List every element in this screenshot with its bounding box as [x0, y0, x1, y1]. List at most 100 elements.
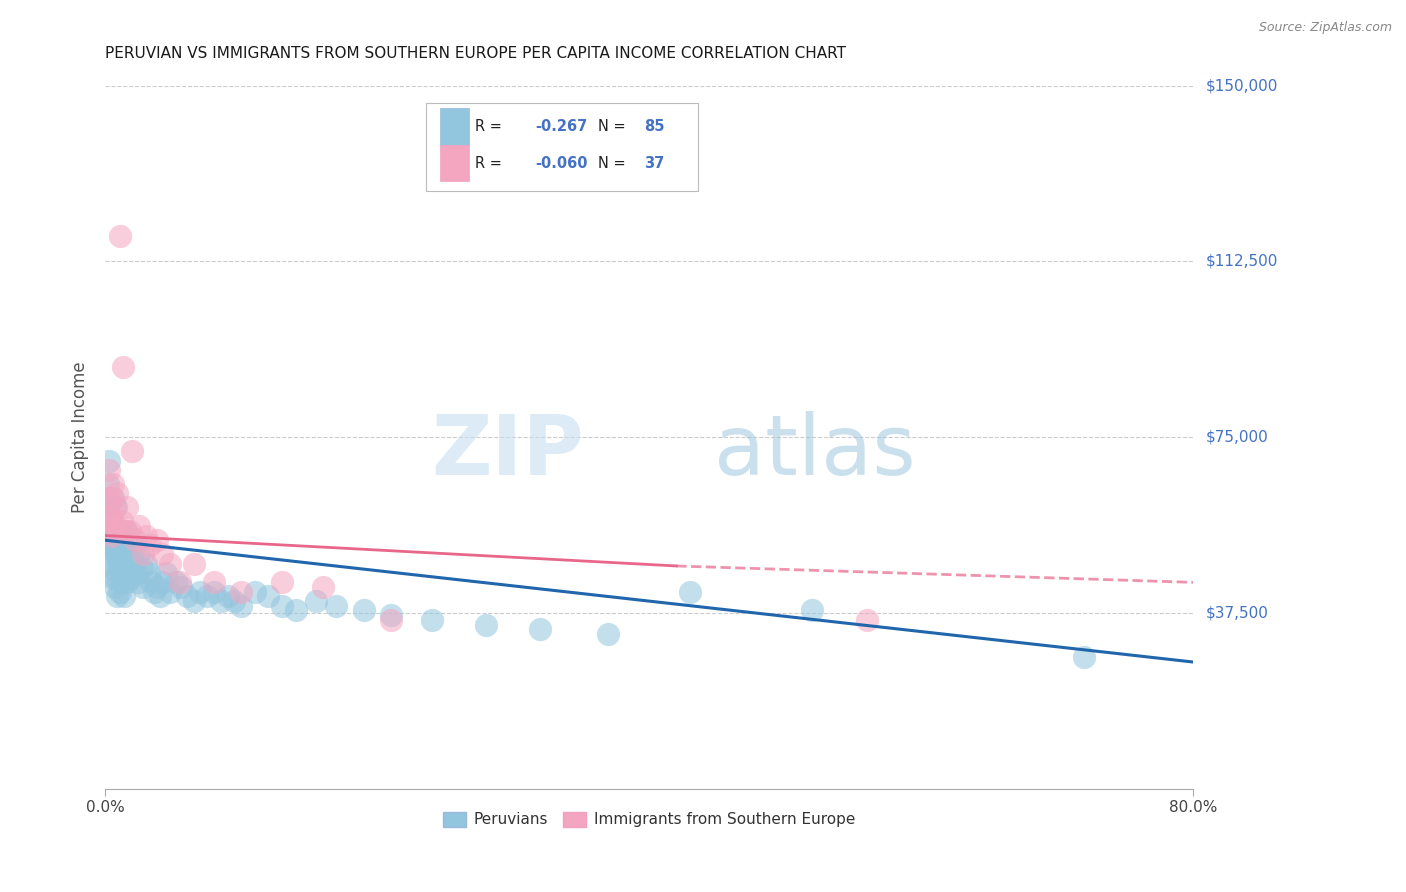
- Point: [170, 580, 193, 594]
- Point: [112, 590, 135, 604]
- Point: [97, 500, 120, 515]
- Point: [598, 627, 620, 641]
- Point: [271, 575, 294, 590]
- Text: N =: N =: [598, 119, 630, 134]
- Point: [114, 557, 136, 571]
- Point: [98, 463, 121, 477]
- Text: R =: R =: [475, 155, 506, 170]
- Point: [101, 528, 124, 542]
- Point: [243, 584, 266, 599]
- Point: [150, 547, 173, 561]
- Point: [117, 557, 139, 571]
- Point: [108, 533, 131, 548]
- Point: [176, 590, 198, 604]
- Point: [108, 228, 131, 243]
- Point: [108, 584, 131, 599]
- Point: [115, 547, 138, 561]
- Point: [108, 524, 131, 538]
- Point: [104, 580, 127, 594]
- Point: [103, 533, 125, 548]
- Point: [353, 603, 375, 617]
- Point: [475, 617, 498, 632]
- Point: [101, 542, 124, 557]
- Point: [135, 528, 157, 542]
- Point: [190, 584, 212, 599]
- Point: [110, 557, 132, 571]
- Point: [100, 557, 122, 571]
- Point: [96, 509, 118, 524]
- Text: atlas: atlas: [714, 410, 917, 491]
- Point: [679, 584, 702, 599]
- Point: [110, 524, 132, 538]
- Point: [257, 590, 280, 604]
- Point: [105, 538, 128, 552]
- Point: [127, 575, 149, 590]
- Point: [118, 561, 141, 575]
- Point: [101, 528, 124, 542]
- Point: [801, 603, 824, 617]
- Point: [118, 524, 141, 538]
- Point: [124, 533, 146, 548]
- Text: $112,500: $112,500: [1206, 254, 1278, 268]
- Point: [97, 491, 120, 505]
- Point: [202, 584, 225, 599]
- Point: [122, 557, 145, 571]
- Point: [114, 524, 136, 538]
- Text: ZIP: ZIP: [432, 410, 583, 491]
- Point: [100, 509, 122, 524]
- Point: [108, 547, 131, 561]
- Point: [101, 561, 124, 575]
- Point: [231, 584, 253, 599]
- Point: [312, 580, 335, 594]
- Point: [98, 524, 121, 538]
- Point: [103, 491, 125, 505]
- Point: [111, 538, 134, 552]
- Point: [131, 561, 153, 575]
- Point: [1073, 650, 1095, 665]
- Point: [101, 491, 124, 505]
- Point: [98, 453, 121, 467]
- Point: [149, 590, 172, 604]
- Point: [108, 524, 131, 538]
- Point: [271, 599, 294, 613]
- Y-axis label: Per Capita Income: Per Capita Income: [72, 361, 89, 513]
- Point: [115, 500, 138, 515]
- Point: [146, 533, 169, 548]
- Point: [150, 575, 173, 590]
- Point: [183, 594, 205, 608]
- Point: [107, 557, 129, 571]
- Point: [104, 547, 127, 561]
- Text: -0.267: -0.267: [534, 119, 588, 134]
- Text: $37,500: $37,500: [1206, 606, 1270, 620]
- Point: [125, 566, 148, 580]
- Point: [128, 519, 150, 533]
- Point: [529, 622, 551, 636]
- Point: [107, 528, 129, 542]
- Point: [217, 590, 239, 604]
- Point: [104, 524, 127, 538]
- Point: [132, 580, 155, 594]
- Point: [124, 538, 146, 552]
- Point: [380, 613, 402, 627]
- Text: $75,000: $75,000: [1206, 430, 1268, 444]
- Point: [100, 538, 122, 552]
- Text: 37: 37: [644, 155, 664, 170]
- Point: [143, 584, 166, 599]
- FancyBboxPatch shape: [440, 108, 468, 145]
- Point: [97, 477, 120, 491]
- Point: [128, 547, 150, 561]
- Text: $150,000: $150,000: [1206, 78, 1278, 93]
- Point: [96, 538, 118, 552]
- Point: [209, 594, 232, 608]
- Point: [325, 599, 347, 613]
- Point: [100, 509, 122, 524]
- Point: [103, 477, 125, 491]
- Point: [111, 566, 134, 580]
- Text: -0.060: -0.060: [534, 155, 588, 170]
- FancyBboxPatch shape: [426, 103, 699, 191]
- Point: [110, 575, 132, 590]
- Point: [159, 557, 181, 571]
- Title: PERUVIAN VS IMMIGRANTS FROM SOUTHERN EUROPE PER CAPITA INCOME CORRELATION CHART: PERUVIAN VS IMMIGRANTS FROM SOUTHERN EUR…: [105, 45, 846, 61]
- Point: [98, 524, 121, 538]
- Text: R =: R =: [475, 119, 506, 134]
